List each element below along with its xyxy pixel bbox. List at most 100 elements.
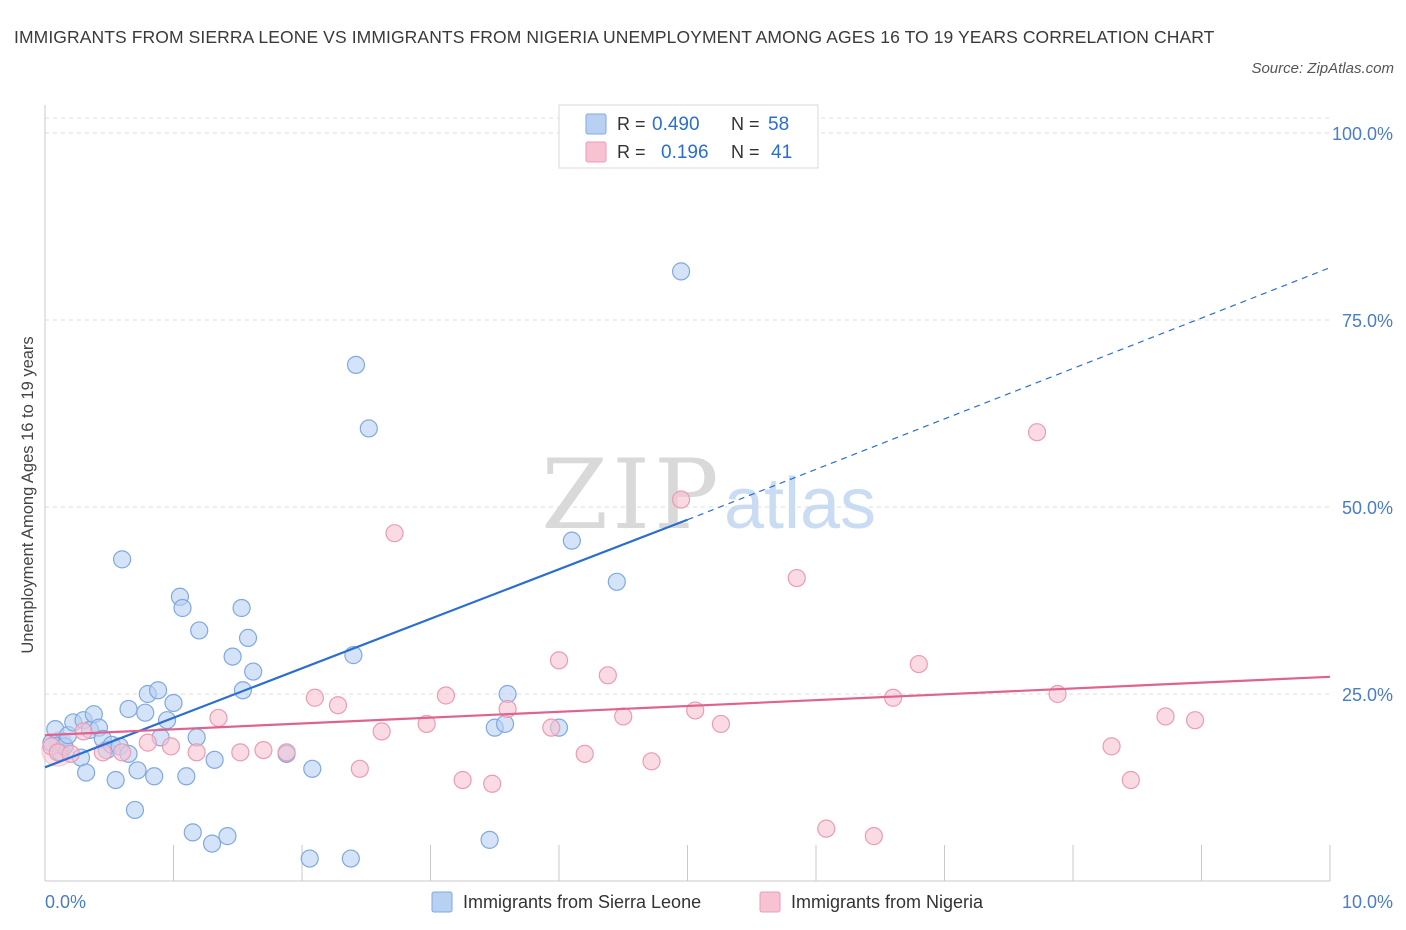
stats-n-value-2: 41 <box>771 142 792 163</box>
point-sierra-leone <box>112 550 132 569</box>
point-nigeria <box>549 651 569 670</box>
legend-swatch-nigeria <box>759 891 781 913</box>
point-nigeria <box>305 688 324 707</box>
point-sierra-leone <box>106 770 125 790</box>
point-nigeria <box>161 737 181 756</box>
point-nigeria <box>787 568 806 588</box>
point-nigeria <box>453 770 472 790</box>
point-sierra-leone <box>145 767 164 786</box>
data-points <box>41 262 1205 868</box>
point-nigeria <box>1121 770 1140 790</box>
point-nigeria <box>112 743 132 762</box>
x-tick-label: 10.0% <box>1342 892 1393 912</box>
point-sierra-leone <box>128 761 147 780</box>
point-sierra-leone <box>136 703 155 722</box>
stats-swatch-pink <box>585 141 607 163</box>
point-nigeria <box>542 718 561 737</box>
watermark: ZIP atlas <box>541 439 876 551</box>
stats-swatch-blue <box>585 113 607 135</box>
point-nigeria <box>711 714 731 734</box>
point-sierra-leone <box>303 759 322 778</box>
point-sierra-leone <box>173 598 192 618</box>
point-sierra-leone <box>205 750 224 769</box>
point-sierra-leone <box>190 621 209 640</box>
stats-n-label-2: N = <box>731 142 760 162</box>
point-nigeria <box>1027 423 1047 442</box>
point-nigeria <box>909 654 928 674</box>
point-nigeria <box>817 819 836 838</box>
point-sierra-leone <box>359 419 378 438</box>
point-sierra-leone <box>223 647 242 666</box>
point-sierra-leone <box>495 714 515 734</box>
stats-r-value-2: 0.196 <box>661 142 709 163</box>
stats-r-value-1: 0.490 <box>652 114 700 135</box>
point-nigeria <box>1185 711 1205 730</box>
point-sierra-leone <box>480 830 499 849</box>
point-sierra-leone <box>177 767 196 786</box>
point-sierra-leone <box>607 572 626 591</box>
y-tick-label: 75.0% <box>1342 311 1393 331</box>
point-sierra-leone <box>300 849 319 868</box>
point-nigeria <box>671 490 691 509</box>
trend-line-sierra-leone <box>44 518 688 769</box>
y-tick-label: 25.0% <box>1342 685 1393 705</box>
trend-line-nigeria <box>44 675 1331 737</box>
y-tick-label: 100.0% <box>1332 124 1393 144</box>
point-sierra-leone <box>202 834 222 853</box>
point-sierra-leone <box>244 662 263 681</box>
stats-r-label-1: R = <box>617 114 646 134</box>
trend-lines <box>44 267 1331 769</box>
point-sierra-leone <box>119 699 138 719</box>
point-nigeria <box>350 759 369 778</box>
point-sierra-leone <box>125 800 145 820</box>
legend-label-nigeria: Immigrants from Nigeria <box>791 892 984 912</box>
point-nigeria <box>254 740 273 760</box>
stats-legend: R = 0.490 N = 58 R = 0.196 N = 41 <box>558 104 819 169</box>
point-nigeria <box>614 707 633 726</box>
point-nigeria <box>231 743 250 762</box>
point-nigeria <box>436 686 456 705</box>
trend-extension-sierra-leone <box>687 267 1331 521</box>
stats-n-label-1: N = <box>731 114 760 134</box>
point-nigeria <box>864 827 883 846</box>
legend-swatch-sierra-leone <box>431 891 453 913</box>
point-sierra-leone <box>183 823 202 842</box>
point-nigeria <box>328 696 348 715</box>
watermark-atlas: atlas <box>724 464 876 544</box>
point-nigeria <box>483 774 502 793</box>
point-nigeria <box>575 744 594 763</box>
point-nigeria <box>209 708 228 728</box>
source-credit: Source: ZipAtlas.com <box>1251 60 1394 77</box>
point-nigeria <box>1156 707 1175 726</box>
point-sierra-leone <box>148 681 168 700</box>
point-nigeria <box>74 722 93 741</box>
point-nigeria <box>598 666 617 685</box>
point-sierra-leone <box>671 262 691 281</box>
point-nigeria <box>372 722 391 741</box>
x-tick-label: 0.0% <box>45 892 86 912</box>
point-sierra-leone <box>346 355 366 374</box>
point-sierra-leone <box>164 693 183 713</box>
point-nigeria <box>138 733 157 752</box>
tick-labels: 25.0% 50.0% 75.0% 100.0% 0.0% 10.0% <box>45 124 1393 912</box>
y-axis-label: Unemployment Among Ages 16 to 19 years <box>19 336 37 653</box>
point-sierra-leone <box>238 628 258 648</box>
point-sierra-leone <box>232 598 251 618</box>
point-nigeria <box>277 743 296 762</box>
legend-label-sierra-leone: Immigrants from Sierra Leone <box>463 892 701 912</box>
chart-title: IMMIGRANTS FROM SIERRA LEONE VS IMMIGRAN… <box>14 27 1215 47</box>
point-nigeria <box>1102 737 1121 756</box>
point-nigeria <box>187 743 206 762</box>
point-nigeria <box>642 752 661 771</box>
point-nigeria <box>417 714 436 734</box>
point-sierra-leone <box>218 827 237 846</box>
point-sierra-leone <box>77 763 96 782</box>
series-legend: Immigrants from Sierra Leone Immigrants … <box>431 891 984 913</box>
stats-r-label-2: R = <box>617 142 646 162</box>
point-sierra-leone <box>341 849 360 868</box>
point-sierra-leone <box>562 531 581 550</box>
y-tick-label: 50.0% <box>1342 498 1393 518</box>
stats-n-value-1: 58 <box>768 114 789 135</box>
point-nigeria <box>385 524 404 543</box>
